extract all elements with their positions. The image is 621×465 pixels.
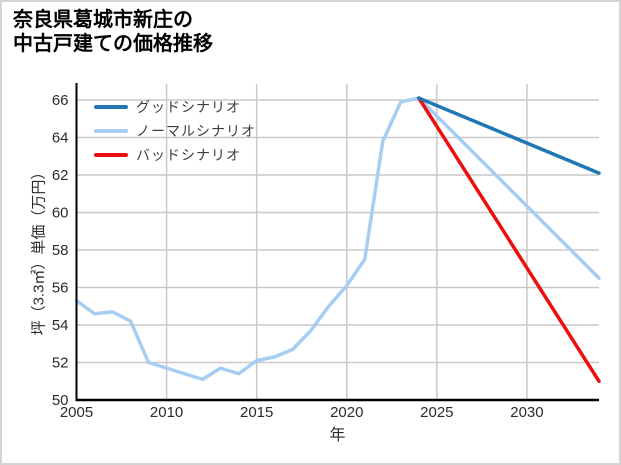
y-tick-label: 60 xyxy=(52,204,69,221)
normal-scenario-line xyxy=(74,96,601,382)
legend-item-good-scenario: グッドシナリオ xyxy=(94,95,256,119)
x-axis-label: 年 xyxy=(329,427,346,444)
x-tick-label: 2005 xyxy=(60,404,93,421)
bad-scenario-line-swatch xyxy=(94,153,128,157)
y-tick-label: 50 xyxy=(52,392,69,409)
chart-legend: グッドシナリオ ノーマルシナリオ バッドシナリオ xyxy=(94,95,256,167)
chart-title: 奈良県葛城市新庄の 中古戸建ての価格推移 xyxy=(13,8,213,56)
legend-item-normal-scenario: ノーマルシナリオ xyxy=(94,119,256,143)
x-tick-label: 2030 xyxy=(510,404,543,421)
y-tick-label: 52 xyxy=(52,354,69,371)
x-tick-label: 2015 xyxy=(240,404,273,421)
x-tick-label: 2010 xyxy=(150,404,183,421)
chart-title-line2: 中古戸建ての価格推移 xyxy=(13,33,213,55)
y-tick-label: 62 xyxy=(52,167,69,184)
legend-item-bad-scenario: バッドシナリオ xyxy=(94,143,256,167)
normal-scenario-label: ノーマルシナリオ xyxy=(136,123,256,139)
normal-scenario-line-swatch xyxy=(94,129,128,133)
y-tick-label: 66 xyxy=(52,92,69,109)
y-tick-label: 54 xyxy=(52,317,69,334)
x-tick-label: 2025 xyxy=(420,404,453,421)
good-scenario-line xyxy=(417,96,601,175)
x-tick-label: 2020 xyxy=(330,404,363,421)
y-tick-label: 64 xyxy=(52,129,69,146)
y-tick-label: 56 xyxy=(52,279,69,296)
good-scenario-line-swatch xyxy=(94,105,128,109)
y-axis-label: 坪（3.3㎡）単価（万円） xyxy=(30,164,48,336)
chart-title-line1: 奈良県葛城市新庄の xyxy=(13,9,193,31)
bad-scenario-line xyxy=(417,96,601,383)
good-scenario-label: グッドシナリオ xyxy=(136,99,241,115)
y-tick-label: 58 xyxy=(52,242,69,259)
bad-scenario-label: バッドシナリオ xyxy=(136,147,241,163)
